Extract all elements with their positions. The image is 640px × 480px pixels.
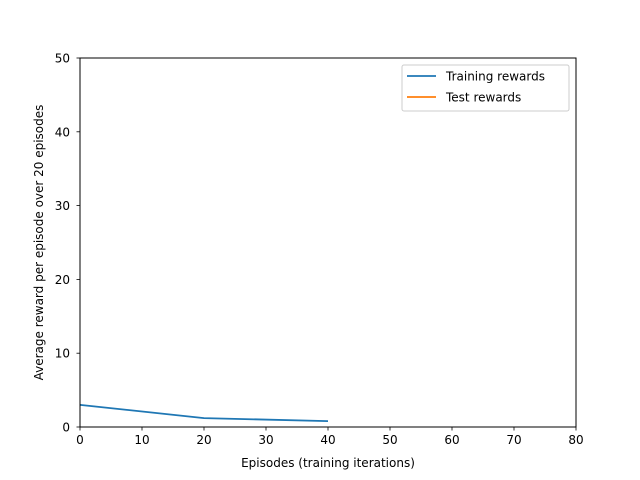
- x-tick-label: 60: [444, 433, 459, 447]
- y-tick-label: 40: [55, 125, 70, 139]
- y-tick-label: 0: [62, 421, 70, 435]
- plot-background: [80, 58, 576, 427]
- x-tick-label: 10: [134, 433, 149, 447]
- series-layer: [79, 403, 329, 422]
- y-tick-label: 30: [55, 199, 70, 213]
- y-axis-label: Average reward per episode over 20 episo…: [32, 105, 46, 381]
- x-tick-label: 30: [258, 433, 273, 447]
- x-axis-ticks: 0 10 20 30 40 50 60 70 80: [76, 427, 584, 447]
- x-tick-label: 20: [196, 433, 211, 447]
- legend: Training rewards Test rewards: [401, 64, 570, 112]
- y-tick-label: 20: [55, 273, 70, 287]
- y-axis-ticks: 0 10 20 30 40 50: [55, 52, 80, 435]
- series-line-training-rewards: [79, 403, 329, 422]
- legend-label-test-rewards: Test rewards: [445, 91, 521, 105]
- y-tick-label: 10: [55, 347, 70, 361]
- x-axis-label: Episodes (training iterations): [241, 456, 415, 470]
- x-tick-label: 40: [320, 433, 335, 447]
- y-tick-label: 50: [55, 52, 70, 66]
- plot-frame: [79, 57, 577, 428]
- x-tick-label: 50: [382, 433, 397, 447]
- x-tick-label: 80: [568, 433, 583, 447]
- legend-frame: [401, 64, 570, 112]
- x-tick-label: 0: [76, 433, 84, 447]
- legend-label-training-rewards: Training rewards: [445, 70, 545, 84]
- x-tick-label: 70: [506, 433, 521, 447]
